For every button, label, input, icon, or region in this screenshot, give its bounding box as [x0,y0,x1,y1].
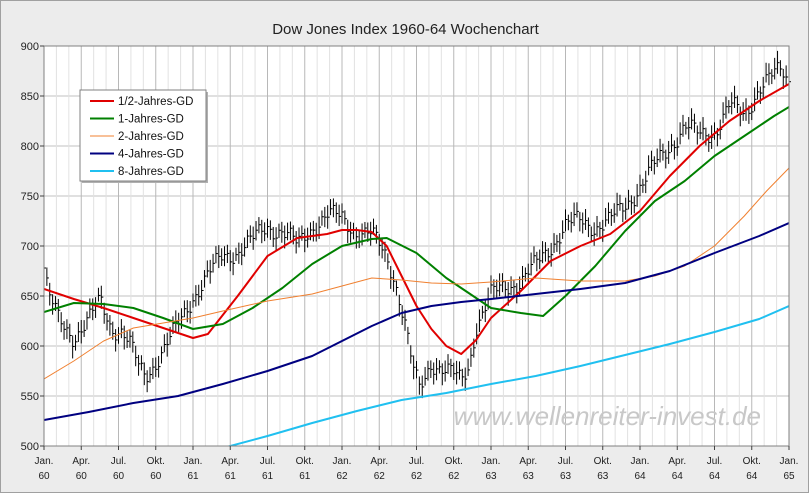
legend-label-2: 1-Jahres-GD [118,114,184,126]
legend-label-4: 4-Jahres-GD [118,149,184,161]
y-tick-label: 500 [21,441,39,453]
x-tick-label-month: Okt. [743,456,761,467]
y-tick-label: 850 [21,91,39,103]
x-tick-label-month: Okt. [445,456,463,467]
x-tick-label-year: 61 [187,471,199,482]
chart-title: Dow Jones Index 1960-64 Wochenchart [272,21,539,38]
x-tick-label-year: 63 [485,471,497,482]
x-tick-label-month: Jul. [111,456,127,467]
series-line-1 [44,83,789,355]
watermark: www.wellenreiter-invest.de [454,401,761,431]
x-tick-label-year: 61 [225,471,237,482]
x-tick-label-year: 61 [262,471,274,482]
x-tick-label-year: 62 [448,471,460,482]
x-tick-label-month: Apr. [668,456,686,467]
x-tick-label-month: Jan. [333,456,352,467]
x-tick-label-month: Jul. [558,456,574,467]
y-tick-label: 800 [21,141,39,153]
y-tick-label: 700 [21,241,39,253]
x-tick-label-year: 63 [560,471,572,482]
x-tick-label-year: 62 [411,471,423,482]
x-tick-label-month: Apr. [519,456,537,467]
y-tick-label: 550 [21,391,39,403]
x-tick-label-month: Jan. [482,456,501,467]
series-line-4 [44,222,789,421]
y-tick-label: 650 [21,291,39,303]
y-tick-label: 750 [21,191,39,203]
x-tick-label-year: 64 [634,471,646,482]
x-tick-label-year: 61 [299,471,311,482]
x-tick-label-year: 60 [113,471,125,482]
x-tick-label-month: Jan. [631,456,650,467]
x-tick-label-month: Jul. [260,456,276,467]
x-tick-label-year: 63 [597,471,609,482]
x-tick-label-year: 63 [523,471,535,482]
x-tick-label-month: Apr. [72,456,90,467]
x-tick-label-month: Apr. [221,456,239,467]
legend-label-3: 2-Jahres-GD [118,131,184,143]
x-tick-label-year: 65 [783,471,795,482]
x-tick-label-year: 62 [336,471,348,482]
x-tick-label-year: 62 [374,471,386,482]
y-tick-label: 600 [21,341,39,353]
x-tick-label-month: Okt. [594,456,612,467]
series-line-5 [226,305,789,446]
x-tick-label-month: Jul. [409,456,425,467]
x-tick-label-year: 60 [38,471,50,482]
x-tick-label-month: Jan. [780,456,799,467]
series-line-2 [44,106,789,330]
x-tick-label-month: Apr. [370,456,388,467]
x-tick-label-year: 64 [746,471,758,482]
x-tick-label-year: 60 [150,471,162,482]
y-tick-label: 900 [21,41,39,53]
x-tick-label-month: Okt. [147,456,165,467]
x-tick-label-year: 60 [76,471,88,482]
x-tick-label-year: 64 [709,471,721,482]
x-tick-label-month: Jan. [184,456,203,467]
x-tick-label-month: Jul. [707,456,723,467]
x-tick-label-year: 64 [672,471,684,482]
legend-label-5: 8-Jahres-GD [118,166,184,178]
x-tick-label-month: Okt. [296,456,314,467]
x-tick-label-month: Jan. [35,456,54,467]
legend-label-1: 1/2-Jahres-GD [118,96,193,108]
